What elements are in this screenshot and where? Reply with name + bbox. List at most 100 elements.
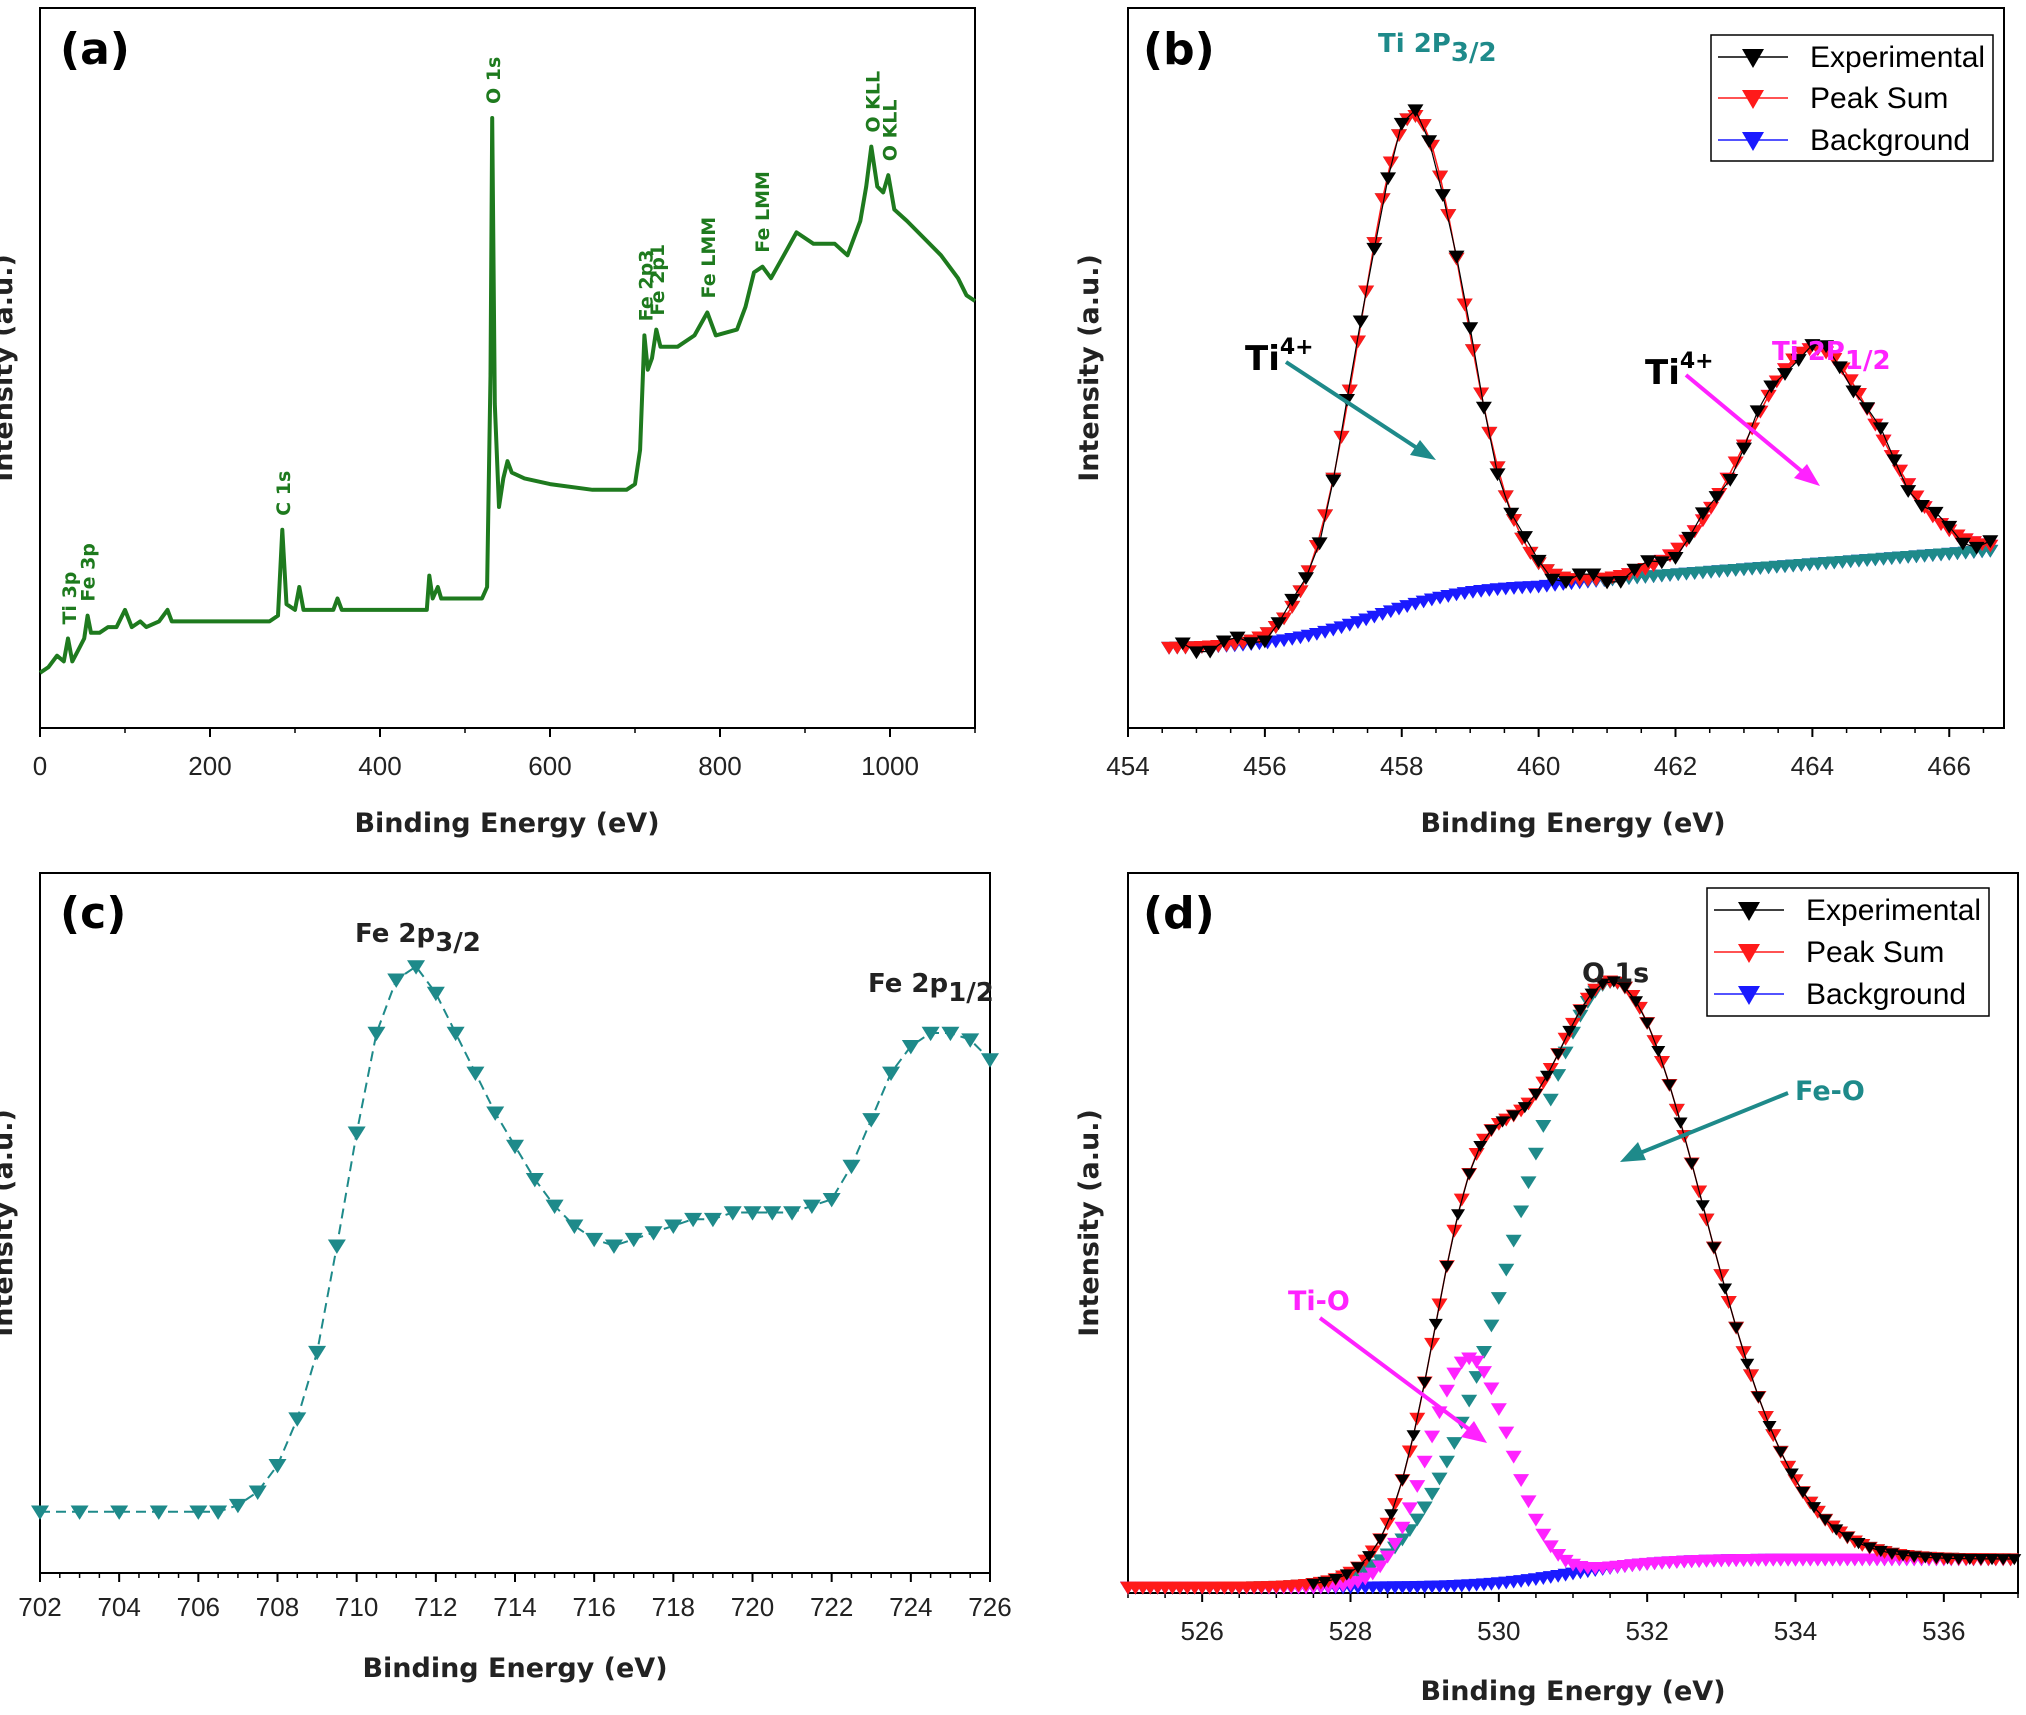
experimental-point [1640, 555, 1657, 569]
fe-o-component-point [1498, 1263, 1515, 1277]
fe2p-data-point [70, 1505, 89, 1520]
fe-o-component-point [1490, 1292, 1507, 1305]
experimental-point [1243, 637, 1260, 651]
x-tick-label: 0 [33, 751, 47, 781]
fe2p-data-point [288, 1412, 307, 1427]
ti-o-component-point [1394, 1521, 1411, 1535]
survey-peak-label: O KLL [862, 71, 884, 133]
experimental-point [1982, 535, 1999, 549]
ti-o-component-point [1513, 1474, 1530, 1487]
x-tick-label: 724 [889, 1592, 932, 1622]
x-tick-label: 528 [1329, 1616, 1372, 1646]
panel-d-legend-experimental-marker [1738, 902, 1760, 921]
panel-c-fe2p12-label: Fe 2p1/2 [868, 969, 994, 1008]
ti-o-component-point [1387, 1537, 1403, 1551]
panel-b-ti4plus-right-arrowhead [1794, 464, 1820, 486]
ti-o-component-point [1542, 1540, 1559, 1554]
experimental-point [1544, 573, 1561, 587]
x-tick-label: 456 [1243, 751, 1286, 781]
fe2p-data-point [525, 1173, 544, 1188]
ti-o-component-point [1505, 1450, 1522, 1464]
experimental-point [1884, 1548, 1899, 1560]
fe2p-data-point [149, 1505, 168, 1520]
panel-b-ti4plus-right-label: Ti4+ [1645, 349, 1714, 393]
x-tick-label: 200 [188, 751, 231, 781]
fe-o-component-point [1394, 1533, 1411, 1547]
panel-d-feo-label: Fe-O [1795, 1076, 1865, 1107]
ti-o-component-point [1446, 1367, 1463, 1381]
fe2p-data-point [882, 1066, 901, 1081]
panel-d-tio-arrowhead [1461, 1421, 1487, 1443]
ti-o-component-point [1483, 1382, 1500, 1396]
x-tick-label: 722 [810, 1592, 853, 1622]
fe2p-data-point [901, 1040, 920, 1055]
x-tick-label: 532 [1625, 1616, 1668, 1646]
experimental-point [1328, 1573, 1343, 1586]
fe2p-data-point [565, 1219, 584, 1234]
panel-b-ti4plus-left-arrowhead [1410, 440, 1436, 460]
fe2p-data-point [664, 1219, 683, 1234]
experimental-point [1985, 1554, 2000, 1566]
fe-o-component-point [1416, 1501, 1433, 1515]
survey-peak-label: O KLL [879, 99, 901, 161]
experimental-point [1896, 1550, 1911, 1562]
panel-c-frame [39, 872, 991, 1574]
fe2p-data-point [981, 1053, 999, 1068]
fe2p-data-point [268, 1458, 287, 1474]
panel-c-label: (c) [60, 888, 126, 939]
experimental-point [1653, 556, 1670, 570]
fe2p-data-point [347, 1126, 366, 1141]
panel-b-label: (b) [1143, 24, 1215, 75]
ti-o-component-point [1461, 1352, 1478, 1366]
panel-b-ti4plus-left-arrow [1284, 360, 1422, 452]
fe2p-data-point [387, 973, 406, 988]
panel-d-y-axis-title: Intensity (a.u.) [1074, 1109, 1105, 1337]
panel-a-y-axis-title: Intensity (a.u.) [0, 254, 19, 482]
panel-d-o1s-spectrum: (d) 526 528 530 532 534 536 O 1s Fe-O Ti-O Ex… [1074, 872, 2022, 1707]
x-tick-label: 800 [698, 751, 741, 781]
fe2p-data-point [842, 1159, 861, 1175]
fe-o-component-point [1446, 1437, 1463, 1450]
experimental-point [1951, 1553, 1966, 1565]
survey-peak-label: Ti 3p [59, 572, 81, 625]
experimental-point [1918, 1552, 1933, 1564]
panel-b-ti2p-spectrum: (b) 454 456 458 460 462 464 466 Ti 2P3/2 Ti4+ … [1074, 7, 2005, 839]
fe-o-component-point [1513, 1205, 1530, 1219]
x-tick-label: 534 [1774, 1616, 1817, 1646]
panel-b-legend-background: Background [1810, 124, 1970, 157]
survey-peak-label: Fe 3p [78, 543, 100, 602]
experimental-point [1306, 1578, 1321, 1590]
experimental-point [1907, 1551, 1922, 1563]
panel-d-legend: Experimental Peak Sum Background [1706, 887, 1990, 1017]
x-tick-label: 460 [1517, 751, 1560, 781]
ti-o-component-point [1416, 1455, 1433, 1469]
fe2p-data-point [703, 1212, 722, 1228]
ti-o-component-point [1468, 1355, 1485, 1369]
fe2p-data-point [941, 1026, 960, 1042]
peak-sum-line [1169, 114, 1991, 649]
fe2p-data-point [407, 960, 426, 975]
panel-c-dash-line [40, 965, 991, 1513]
survey-peak-label: C 1s [273, 471, 295, 516]
ti-o-component-point [1372, 1560, 1389, 1574]
experimental-point [1215, 635, 1232, 649]
ti-o-component-point [1357, 1572, 1374, 1586]
x-tick-label: 400 [358, 751, 401, 781]
ti-o-component-point [1424, 1430, 1441, 1444]
survey-peak-label: O 1s [483, 57, 505, 104]
experimental-point [1862, 1542, 1877, 1554]
x-tick-label: 600 [528, 751, 571, 781]
x-tick-label: 710 [335, 1592, 378, 1622]
ti-o-component-point [1520, 1495, 1537, 1509]
panel-b-legend-experimental-marker [1742, 49, 1764, 68]
panel-c-y-axis-title: Intensity (a.u.) [0, 1109, 19, 1337]
fe2p-data-point [862, 1113, 881, 1128]
ti-o-component-point [1438, 1384, 1455, 1398]
experimental-point [1585, 568, 1602, 582]
panel-b-x-axis-title: Binding Energy (eV) [1420, 808, 1725, 839]
fe-o-component-point [1527, 1147, 1544, 1161]
survey-peak-label: Fe LMM [698, 217, 720, 299]
x-tick-label: 530 [1477, 1616, 1520, 1646]
fe2p-data-point [822, 1192, 841, 1208]
